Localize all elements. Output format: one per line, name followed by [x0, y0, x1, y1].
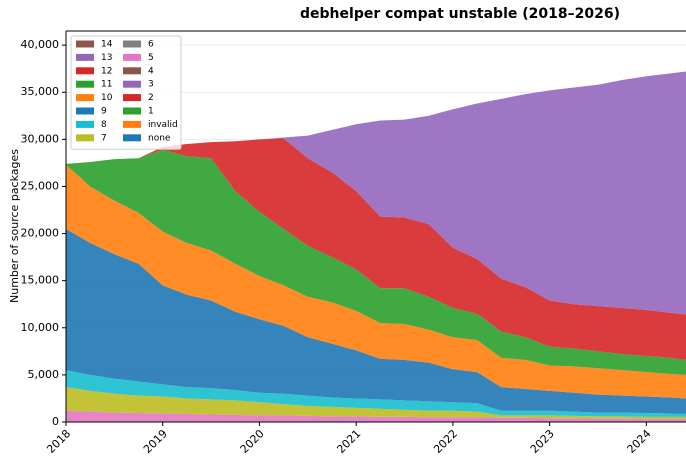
- legend-label: 2: [148, 93, 154, 103]
- x-tick-label: 2019: [141, 427, 170, 456]
- legend-swatch: [123, 94, 141, 102]
- legend-label: 8: [101, 120, 107, 130]
- area: [66, 164, 686, 399]
- legend-label: 1: [148, 107, 154, 117]
- y-tick-label: 15,000: [21, 274, 60, 287]
- legend-label: 3: [148, 80, 154, 90]
- y-tick-label: 40,000: [21, 38, 60, 51]
- x-tick-label: 2021: [334, 427, 363, 456]
- legend-swatch: [123, 134, 141, 142]
- area: [66, 149, 686, 375]
- legend-label: 6: [148, 40, 154, 50]
- legend-swatch: [123, 67, 141, 75]
- legend-label: 11: [101, 80, 112, 90]
- area: [66, 370, 686, 417]
- y-tick-label: 35,000: [21, 85, 60, 98]
- legend-swatch: [76, 67, 94, 75]
- legend-label: 4: [148, 66, 154, 76]
- x-tick-label: 2024: [625, 427, 654, 456]
- legend: 14 13 12 11 10 9 8 7 6 5 4 3 2 1 invalid none: [70, 35, 182, 150]
- y-tick-label: 20,000: [21, 227, 60, 240]
- legend-label: 5: [148, 53, 154, 63]
- legend-swatch: [123, 107, 141, 115]
- legend-label: 13: [101, 53, 112, 63]
- y-axis-label: Number of source packages: [8, 149, 21, 303]
- y-tick-label: 25,000: [21, 179, 60, 192]
- legend-label: 10: [101, 93, 113, 103]
- legend-swatch: [123, 53, 141, 61]
- legend-label: none: [148, 133, 171, 143]
- legend-swatch: [76, 134, 94, 142]
- legend-label: 9: [101, 107, 107, 117]
- legend-label: 14: [101, 40, 113, 50]
- legend-swatch: [76, 120, 94, 128]
- area: [66, 138, 686, 360]
- areas: [66, 71, 686, 422]
- legend-swatch: [123, 80, 141, 88]
- area: [66, 71, 686, 315]
- x-tick-label: 2020: [238, 427, 267, 456]
- area: [66, 410, 686, 422]
- legend-swatch: [76, 94, 94, 102]
- legend-swatch: [76, 40, 94, 48]
- y-tick-label: 30,000: [21, 132, 60, 145]
- x-tick-label: 2023: [528, 427, 557, 456]
- x-tick-label: 2022: [431, 427, 460, 456]
- chart-title: debhelper compat unstable (2018–2026): [300, 6, 620, 22]
- legend-swatch: [123, 120, 141, 128]
- legend-swatch: [123, 40, 141, 48]
- y-tick-label: 5,000: [28, 368, 60, 381]
- legend-label: invalid: [148, 120, 178, 130]
- x-tick-label: 2018: [44, 427, 73, 456]
- legend-swatch: [76, 107, 94, 115]
- legend-swatch: [76, 80, 94, 88]
- y-tick-label: 0: [52, 415, 59, 428]
- legend-box: [70, 35, 182, 150]
- legend-label: 7: [101, 133, 107, 143]
- area: [66, 228, 686, 414]
- legend-swatch: [76, 53, 94, 61]
- y-tick-label: 10,000: [21, 321, 60, 334]
- legend-label: 12: [101, 66, 112, 76]
- area: [66, 387, 686, 420]
